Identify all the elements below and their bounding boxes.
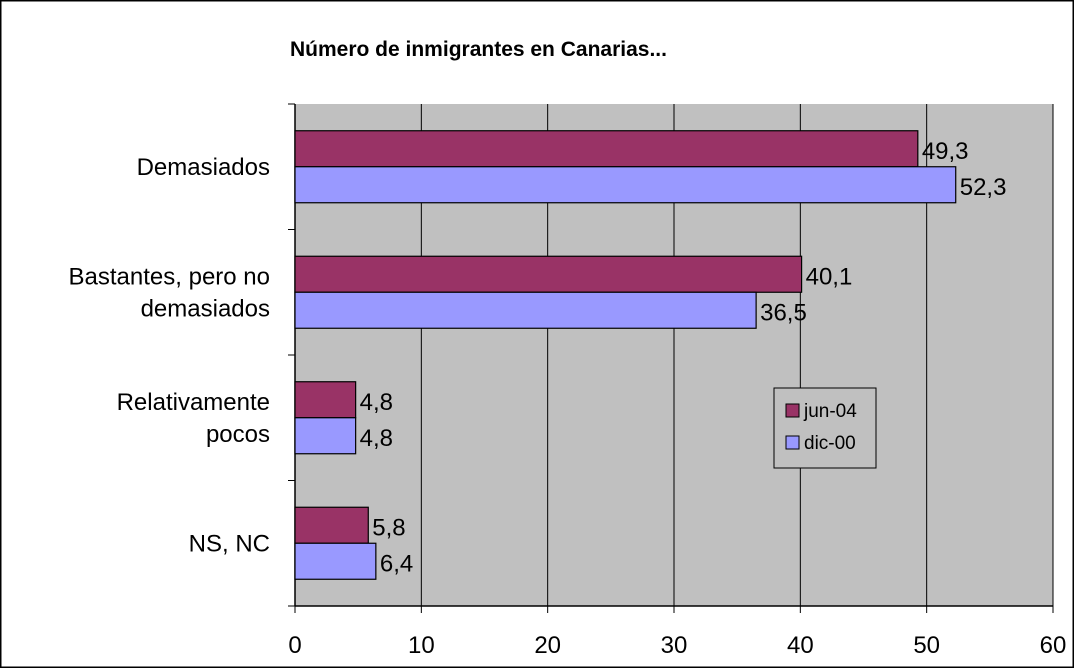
- x-tick-label: 10: [408, 632, 435, 659]
- category-label: demasiados: [141, 295, 270, 322]
- legend-label: jun-04: [803, 401, 857, 422]
- x-tick-label: 0: [288, 632, 301, 659]
- data-label: 49,3: [922, 138, 969, 165]
- category-label: NS, NC: [189, 530, 270, 557]
- legend: jun-04 dic-00: [773, 387, 877, 469]
- category-label: Relativamente: [117, 389, 270, 416]
- data-label: 4,8: [360, 389, 393, 416]
- bar-dic-00: [294, 542, 377, 580]
- legend-label: dic-00: [804, 433, 856, 454]
- bar-dic-00: [294, 291, 757, 329]
- bar-dic-00: [294, 166, 957, 204]
- bar-jun-04: [294, 255, 803, 293]
- plot-area: 0 10 20 30 40 50 60 Demasiados Bastantes, pero n…: [69, 103, 1067, 659]
- bar-jun-04: [294, 381, 357, 419]
- x-tick-label: 50: [913, 632, 940, 659]
- bar-dic-00: [294, 417, 357, 455]
- chart-title: Número de inmigrantes en Canarias...: [290, 38, 667, 61]
- category-label: Bastantes, pero no: [69, 263, 270, 290]
- legend-box: [773, 387, 877, 469]
- legend-swatch: [785, 403, 800, 418]
- legend-swatch: [785, 435, 800, 450]
- bar-jun-04: [294, 130, 919, 168]
- data-label: 6,4: [380, 550, 413, 577]
- data-label: 4,8: [360, 425, 393, 452]
- data-label: 36,5: [760, 299, 807, 326]
- data-label: 5,8: [372, 514, 405, 541]
- x-tick-label: 40: [787, 632, 814, 659]
- category-label: Demasiados: [137, 154, 270, 181]
- x-tick-label: 30: [661, 632, 688, 659]
- x-tick-label: 60: [1040, 632, 1067, 659]
- data-label: 40,1: [806, 263, 853, 290]
- category-label: pocos: [206, 421, 270, 448]
- bar-jun-04: [294, 506, 369, 544]
- data-label: 52,3: [960, 174, 1007, 201]
- x-tick-label: 20: [534, 632, 561, 659]
